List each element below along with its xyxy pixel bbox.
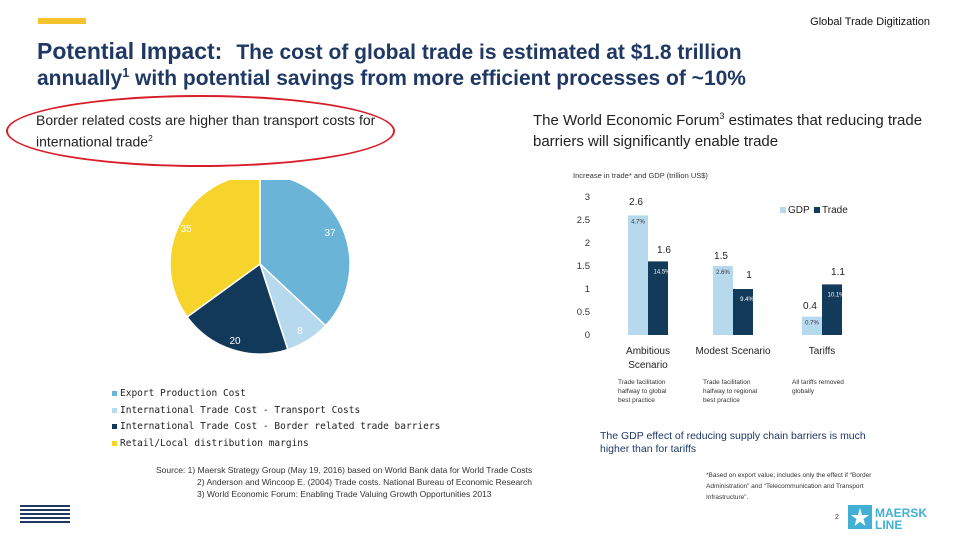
bar-gdp [628,215,648,335]
y-tick-label: 0 [585,330,590,341]
pie-slice [186,262,289,355]
maersk-logo-text: MAERSK LINE [875,507,927,531]
pie-chart: 37 8 20 35 [169,180,351,355]
x-category-label: Tariffs [809,346,836,357]
left-heading-text: Border related costs are higher than tra… [36,112,376,150]
pie-slice-label: 35 [180,224,192,235]
legend-label: Export Production Cost [120,388,246,399]
left-heading: Border related costs are higher than tra… [36,111,376,151]
right-heading-a: The World Economic Forum [533,112,720,129]
pie-slice [259,180,351,327]
legend-label: Retail/Local distribution margins [120,437,309,449]
source-notes: Source: 1) Maersk Strategy Group (May 19… [156,464,532,500]
bar-percent-label: 14.5% [653,269,671,275]
y-tick-label: 2 [585,238,590,249]
title-rest: The cost of global trade is estimated at… [236,41,742,64]
bar-percent-label: 2.6% [716,270,730,276]
legend-swatch [112,424,117,429]
maersk-line2: LINE [875,518,903,532]
bar-gdp [802,316,822,335]
page-title-line2: annually1 with potential savings from mo… [37,66,746,91]
legend-label: International Trade Cost - Transport Cos… [120,404,361,416]
accent-bar [38,18,86,24]
x-category-label: Ambitious Scenario [626,346,670,371]
bar-gdp [713,266,733,335]
legend-swatch [112,407,117,413]
category-note: All tariffs removed globally [792,379,844,395]
title-line2-sup: 1 [122,66,130,80]
y-tick-label: 1 [585,284,590,295]
legend-item: International Trade Cost - Border relate… [112,419,440,436]
source-line: Source: 1) Maersk Strategy Group (May 19… [156,465,533,475]
pie-slice-label: 20 [229,336,241,347]
legend-item: Retail/Local distribution margins [112,436,440,453]
title-line2-a: annually [37,67,123,90]
title-main: Potential Impact: [37,38,223,64]
category-note: Trade facilitation halfway to regional bes… [703,379,758,404]
bar-value-label: 1.6 [657,245,671,256]
bar-percent-label: 10.1% [827,292,845,298]
gdp-note: The GDP effect of reducing supply chain … [600,430,866,455]
bar-value-label: 2.6 [629,197,643,208]
category-note: Trade facilitation halfway to global best … [618,379,667,404]
bar-trade [733,289,753,335]
right-heading-sup: 3 [719,111,725,121]
bar-value-label: 1.5 [714,251,728,262]
legend-swatch [780,207,786,213]
bar-trade [822,284,842,335]
page-title: Potential Impact: The cost of global trad… [37,38,742,65]
pie-slice [169,180,261,318]
bar-percent-label: 0.7% [805,321,819,327]
legend-item: Export Production Cost [112,386,440,403]
legend-item: International Trade Cost - Transport Cos… [112,403,440,420]
right-heading-b: estimates that reducing trade barriers w… [533,112,923,150]
bar-value-label: 0.4 [803,301,817,312]
source-line: 3) World Economic Forum: Enabling Trade … [197,489,492,499]
maersk-line1: MAERSK [875,506,928,520]
legend-label: International Trade Cost - Border relate… [120,421,441,432]
bar-trade [648,261,668,335]
bar-percent-label: 4.7% [631,219,645,225]
x-category-label: Modest Scenario [695,346,770,357]
pie-slice-label: 8 [297,326,303,337]
legend-swatch [112,391,117,396]
bar-value-label: 1 [746,270,752,281]
ibm-logo [20,503,72,523]
y-tick-label: 1.5 [577,261,590,272]
page-number: 2 [835,514,839,521]
legend-swatch [112,440,117,446]
bar-percent-label: 9.4% [740,297,754,303]
right-heading: The World Economic Forum3 estimates that… [533,106,943,152]
highlight-ellipse [6,95,395,167]
title-line2-b: with potential savings from more efficie… [129,67,746,90]
legend-label: Trade [822,205,848,216]
maersk-star-icon [848,505,872,529]
source-line: 2) Anderson and Wincoop E. (2004) Trade … [197,477,532,487]
footnote: *Based on export value; includes only th… [706,472,872,501]
legend-label: GDP [788,205,810,216]
left-heading-sup: 2 [148,133,153,143]
y-tick-label: 0.5 [577,307,590,318]
bar-value-label: 1.1 [831,267,845,278]
legend-swatch [814,207,820,213]
bar-chart: 0 0.5 1 1.5 2 2.5 3 2.6 4.7% 1.6 14.5% Ambitious Sce… [577,192,848,404]
pie-slice-label: 37 [324,228,336,239]
top-label: Global Trade Digitization [810,16,930,28]
y-tick-label: 3 [585,192,590,203]
bar-chart-title: Increase in trade* and GDP (trillion US$… [573,171,708,180]
y-tick-label: 2.5 [577,215,590,226]
pie-legend: Export Production Cost International Trad… [112,386,440,452]
